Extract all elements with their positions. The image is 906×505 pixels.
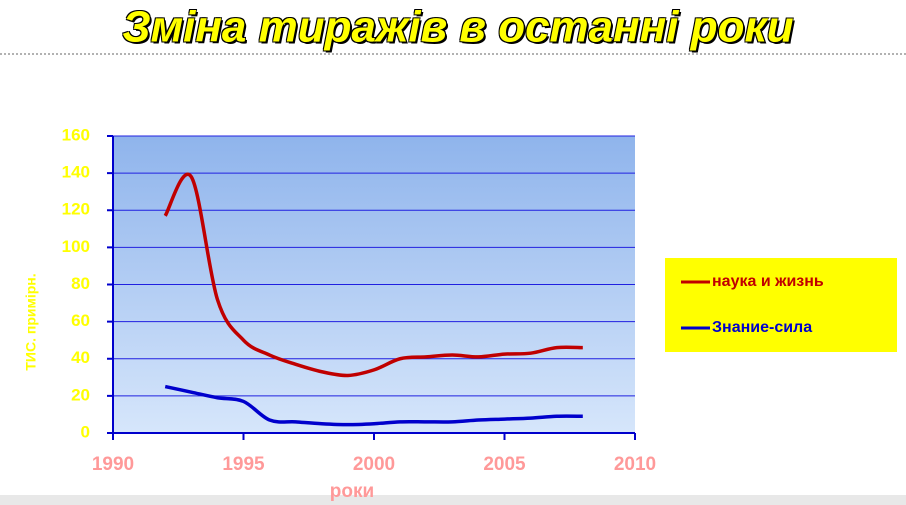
y-tick-label: 80 xyxy=(71,274,90,293)
y-tick-label: 60 xyxy=(71,311,90,330)
y-tick-label: 160 xyxy=(62,125,90,144)
footer-strip xyxy=(0,495,906,505)
y-tick-label: 120 xyxy=(62,200,90,219)
chart-title: Зміна тиражів в останні роки xyxy=(122,3,793,52)
y-tick-label: 20 xyxy=(71,385,90,404)
legend-label: наука и жизнь xyxy=(712,273,824,290)
legend xyxy=(665,258,897,352)
x-tick-label: 1990 xyxy=(92,454,134,475)
legend-label: Знание-сила xyxy=(712,319,812,336)
x-tick-label: 2005 xyxy=(483,454,526,475)
y-tick-label: 140 xyxy=(62,163,90,182)
y-tick-label: 100 xyxy=(62,237,90,256)
y-axis-label: ТИС. примірн. xyxy=(23,273,39,370)
y-tick-label: 0 xyxy=(81,422,90,441)
series-line xyxy=(164,384,583,427)
x-tick-label: 2000 xyxy=(353,454,395,475)
x-tick-label: 1995 xyxy=(222,454,265,475)
x-tick-label: 2010 xyxy=(614,454,656,475)
series-line xyxy=(163,172,583,378)
y-tick-label: 40 xyxy=(71,348,90,367)
x-axis-label: роки xyxy=(330,481,374,502)
